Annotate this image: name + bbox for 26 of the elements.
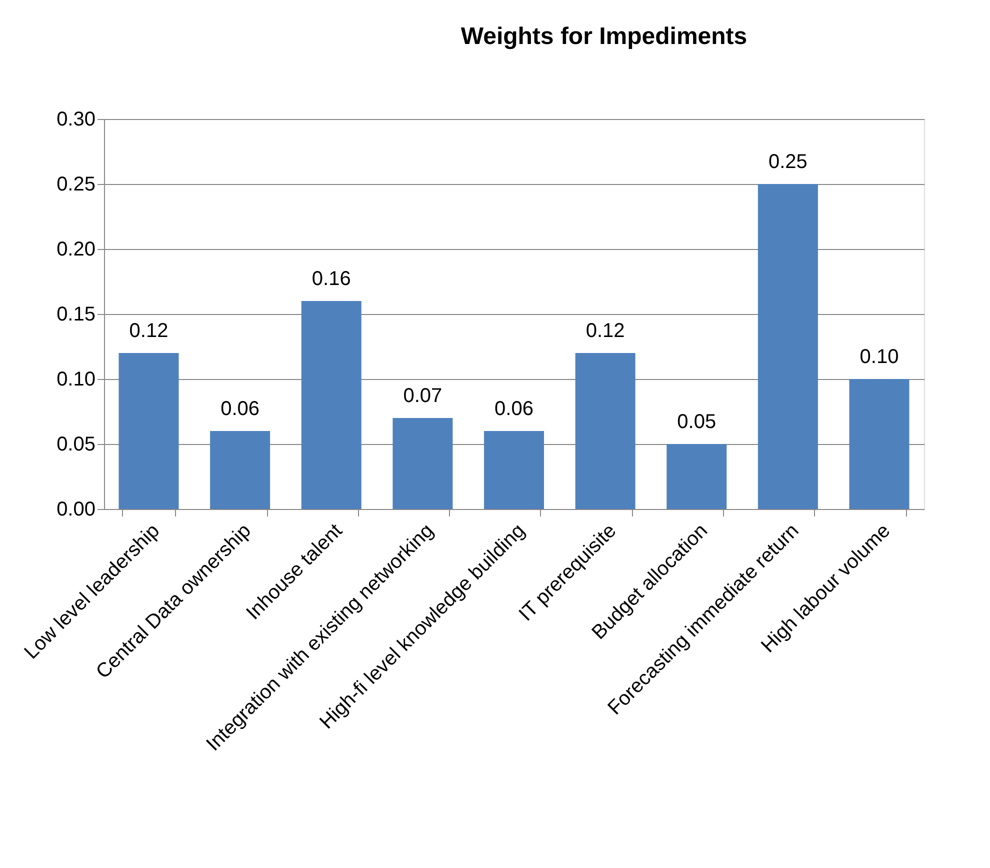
y-tick-label: 0.00 xyxy=(56,498,96,520)
y-tick-label: 0.25 xyxy=(56,174,96,196)
data-label: 0.12 xyxy=(586,320,625,342)
bar xyxy=(210,431,270,509)
y-tick-label: 0.20 xyxy=(56,238,96,260)
y-tick-label: 0.10 xyxy=(56,368,96,390)
data-label: 0.06 xyxy=(220,398,260,420)
data-label: 0.16 xyxy=(312,268,351,290)
bar xyxy=(392,418,453,509)
bar xyxy=(849,379,910,509)
data-label: 0.10 xyxy=(860,346,899,368)
bar xyxy=(484,431,544,509)
y-tick-label: 0.05 xyxy=(56,434,96,456)
bar xyxy=(758,184,818,509)
bar xyxy=(666,444,727,509)
y-tick-label: 0.15 xyxy=(56,304,96,326)
data-label: 0.05 xyxy=(677,411,716,433)
data-label: 0.12 xyxy=(129,320,168,342)
data-label: 0.25 xyxy=(768,151,808,173)
y-tick-label: 0.30 xyxy=(56,108,96,130)
data-label: 0.06 xyxy=(494,398,534,420)
data-label: 0.07 xyxy=(403,385,442,407)
chart-title: Weights for Impediments xyxy=(460,23,748,50)
bar xyxy=(575,353,636,509)
bar xyxy=(118,353,179,509)
bar xyxy=(301,301,362,509)
